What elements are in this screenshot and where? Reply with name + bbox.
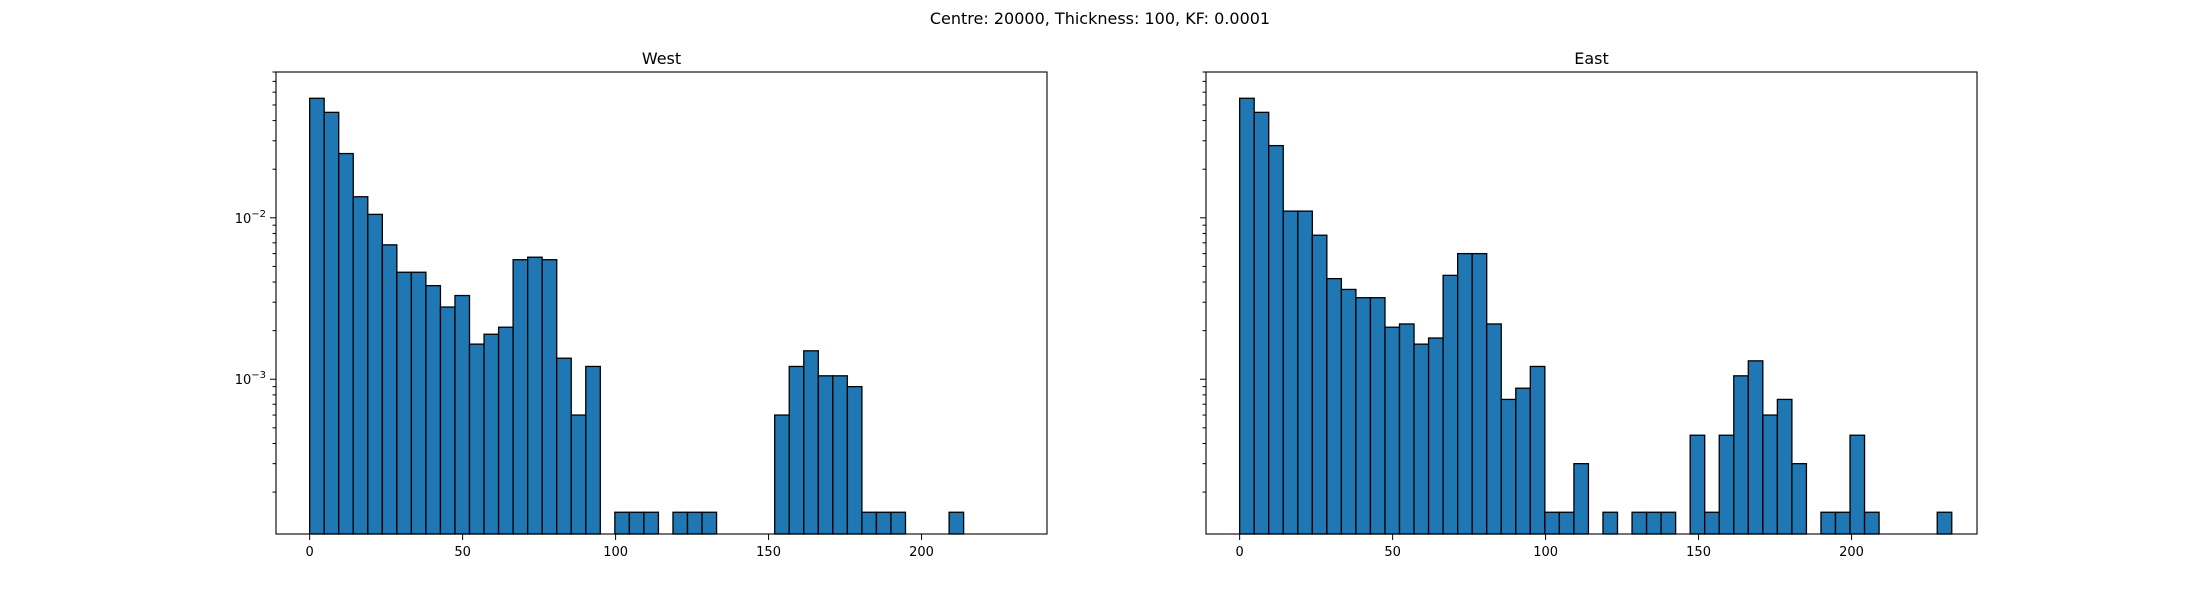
east-bar-35 <box>1791 462 1808 535</box>
east-bar-30 <box>1718 434 1735 535</box>
west-histogram: West 0 50 100 150 200 10−3 10−2 <box>235 49 1048 560</box>
east-bar-11 <box>1398 323 1415 535</box>
west-bar-33 <box>875 511 892 535</box>
east-bar-39 <box>1863 511 1880 535</box>
east-bar-8 <box>1355 297 1372 535</box>
west-bar-8 <box>425 284 442 535</box>
east-bar-5 <box>1311 234 1328 535</box>
east-bar-7 <box>1340 288 1357 535</box>
east-bar-29 <box>1704 511 1720 535</box>
east-x-tick-label-4: 200 <box>1839 545 1864 560</box>
east-x-tick-label-1: 50 <box>1384 545 1401 560</box>
east-x-tick-label-0: 0 <box>1236 545 1244 560</box>
east-bar-17 <box>1486 323 1502 535</box>
west-x-tick-label-0: 0 <box>306 545 314 560</box>
east-bar-40 <box>1936 511 1953 535</box>
west-bar-11 <box>468 343 485 535</box>
east-bar-33 <box>1762 414 1779 535</box>
east-bar-6 <box>1326 277 1343 535</box>
east-bar-4 <box>1297 210 1313 535</box>
west-bar-18 <box>570 414 587 535</box>
east-bar-38 <box>1849 434 1866 535</box>
east-bar-37 <box>1834 511 1851 535</box>
west-bar-34 <box>890 511 907 535</box>
west-bar-35 <box>948 511 965 535</box>
west-bar-9 <box>439 306 456 535</box>
east-bar-13 <box>1427 337 1444 535</box>
west-bar-1 <box>323 111 340 535</box>
west-bar-7 <box>410 271 427 535</box>
east-bar-28 <box>1689 434 1706 535</box>
east-bar-24 <box>1602 511 1619 535</box>
west-bar-20 <box>614 511 631 535</box>
east-bar-23 <box>1573 462 1590 535</box>
east-bar-36 <box>1820 511 1837 535</box>
west-bar-3 <box>352 196 369 535</box>
west-bar-24 <box>686 511 703 535</box>
east-bar-34 <box>1776 398 1793 535</box>
east-bar-32 <box>1747 360 1764 535</box>
west-bar-6 <box>396 271 413 535</box>
east-bar-26 <box>1645 511 1662 535</box>
west-bar-21 <box>628 511 645 535</box>
west-bar-0 <box>308 97 325 535</box>
west-bar-19 <box>585 365 601 535</box>
west-bar-16 <box>541 259 558 535</box>
east-bar-22 <box>1558 511 1575 535</box>
west-bar-10 <box>454 294 471 535</box>
west-bar-15 <box>527 256 543 535</box>
west-bar-31 <box>846 385 863 535</box>
west-chart-title: West <box>642 49 681 68</box>
west-axes-frame <box>275 71 1048 535</box>
west-bar-2 <box>338 152 354 535</box>
east-histogram: East 0 50 100 150 200 <box>1200 49 1978 560</box>
east-bar-16 <box>1471 252 1488 535</box>
west-bar-28 <box>803 350 819 535</box>
east-bar-25 <box>1631 511 1648 535</box>
east-bar-21 <box>1544 511 1561 535</box>
east-bar-27 <box>1660 511 1677 535</box>
west-bar-30 <box>832 375 849 535</box>
east-bar-18 <box>1500 398 1517 535</box>
west-bar-17 <box>556 357 572 535</box>
west-bar-32 <box>861 511 878 535</box>
west-bar-25 <box>701 511 718 535</box>
west-bar-22 <box>643 511 660 535</box>
west-x-tick-label-2: 100 <box>603 545 628 560</box>
east-bar-14 <box>1442 274 1459 535</box>
west-bar-27 <box>788 365 805 535</box>
east-bar-2 <box>1268 144 1284 535</box>
east-bar-15 <box>1457 252 1473 535</box>
east-x-tick-label-2: 100 <box>1533 545 1558 560</box>
east-bar-31 <box>1733 375 1749 535</box>
west-x-tick-label-3: 150 <box>756 545 781 560</box>
east-bar-1 <box>1253 111 1270 535</box>
east-bar-19 <box>1515 387 1531 535</box>
west-y-tick-label-1: 10−2 <box>235 209 266 227</box>
west-bar-26 <box>774 414 790 535</box>
west-bar-12 <box>483 333 500 535</box>
east-x-tick-label-3: 150 <box>1686 545 1711 560</box>
figure-title: Centre: 20000, Thickness: 100, KF: 0.000… <box>930 9 1270 28</box>
west-x-tick-label-1: 50 <box>454 545 471 560</box>
east-bar-9 <box>1369 297 1386 535</box>
east-bar-20 <box>1529 365 1546 535</box>
east-axes-frame <box>1205 71 1978 535</box>
east-bar-0 <box>1239 97 1255 535</box>
west-y-tick-label-0: 10−3 <box>235 370 266 388</box>
east-chart-title: East <box>1574 49 1609 68</box>
west-x-tick-label-4: 200 <box>909 545 934 560</box>
west-bar-4 <box>367 213 383 535</box>
east-bar-10 <box>1384 326 1401 535</box>
west-bar-14 <box>512 259 529 535</box>
west-bar-29 <box>817 375 834 535</box>
west-bar-23 <box>672 511 689 535</box>
east-bar-3 <box>1282 210 1299 535</box>
east-bar-12 <box>1413 343 1430 535</box>
west-bar-13 <box>497 326 514 535</box>
west-bar-5 <box>381 244 398 535</box>
